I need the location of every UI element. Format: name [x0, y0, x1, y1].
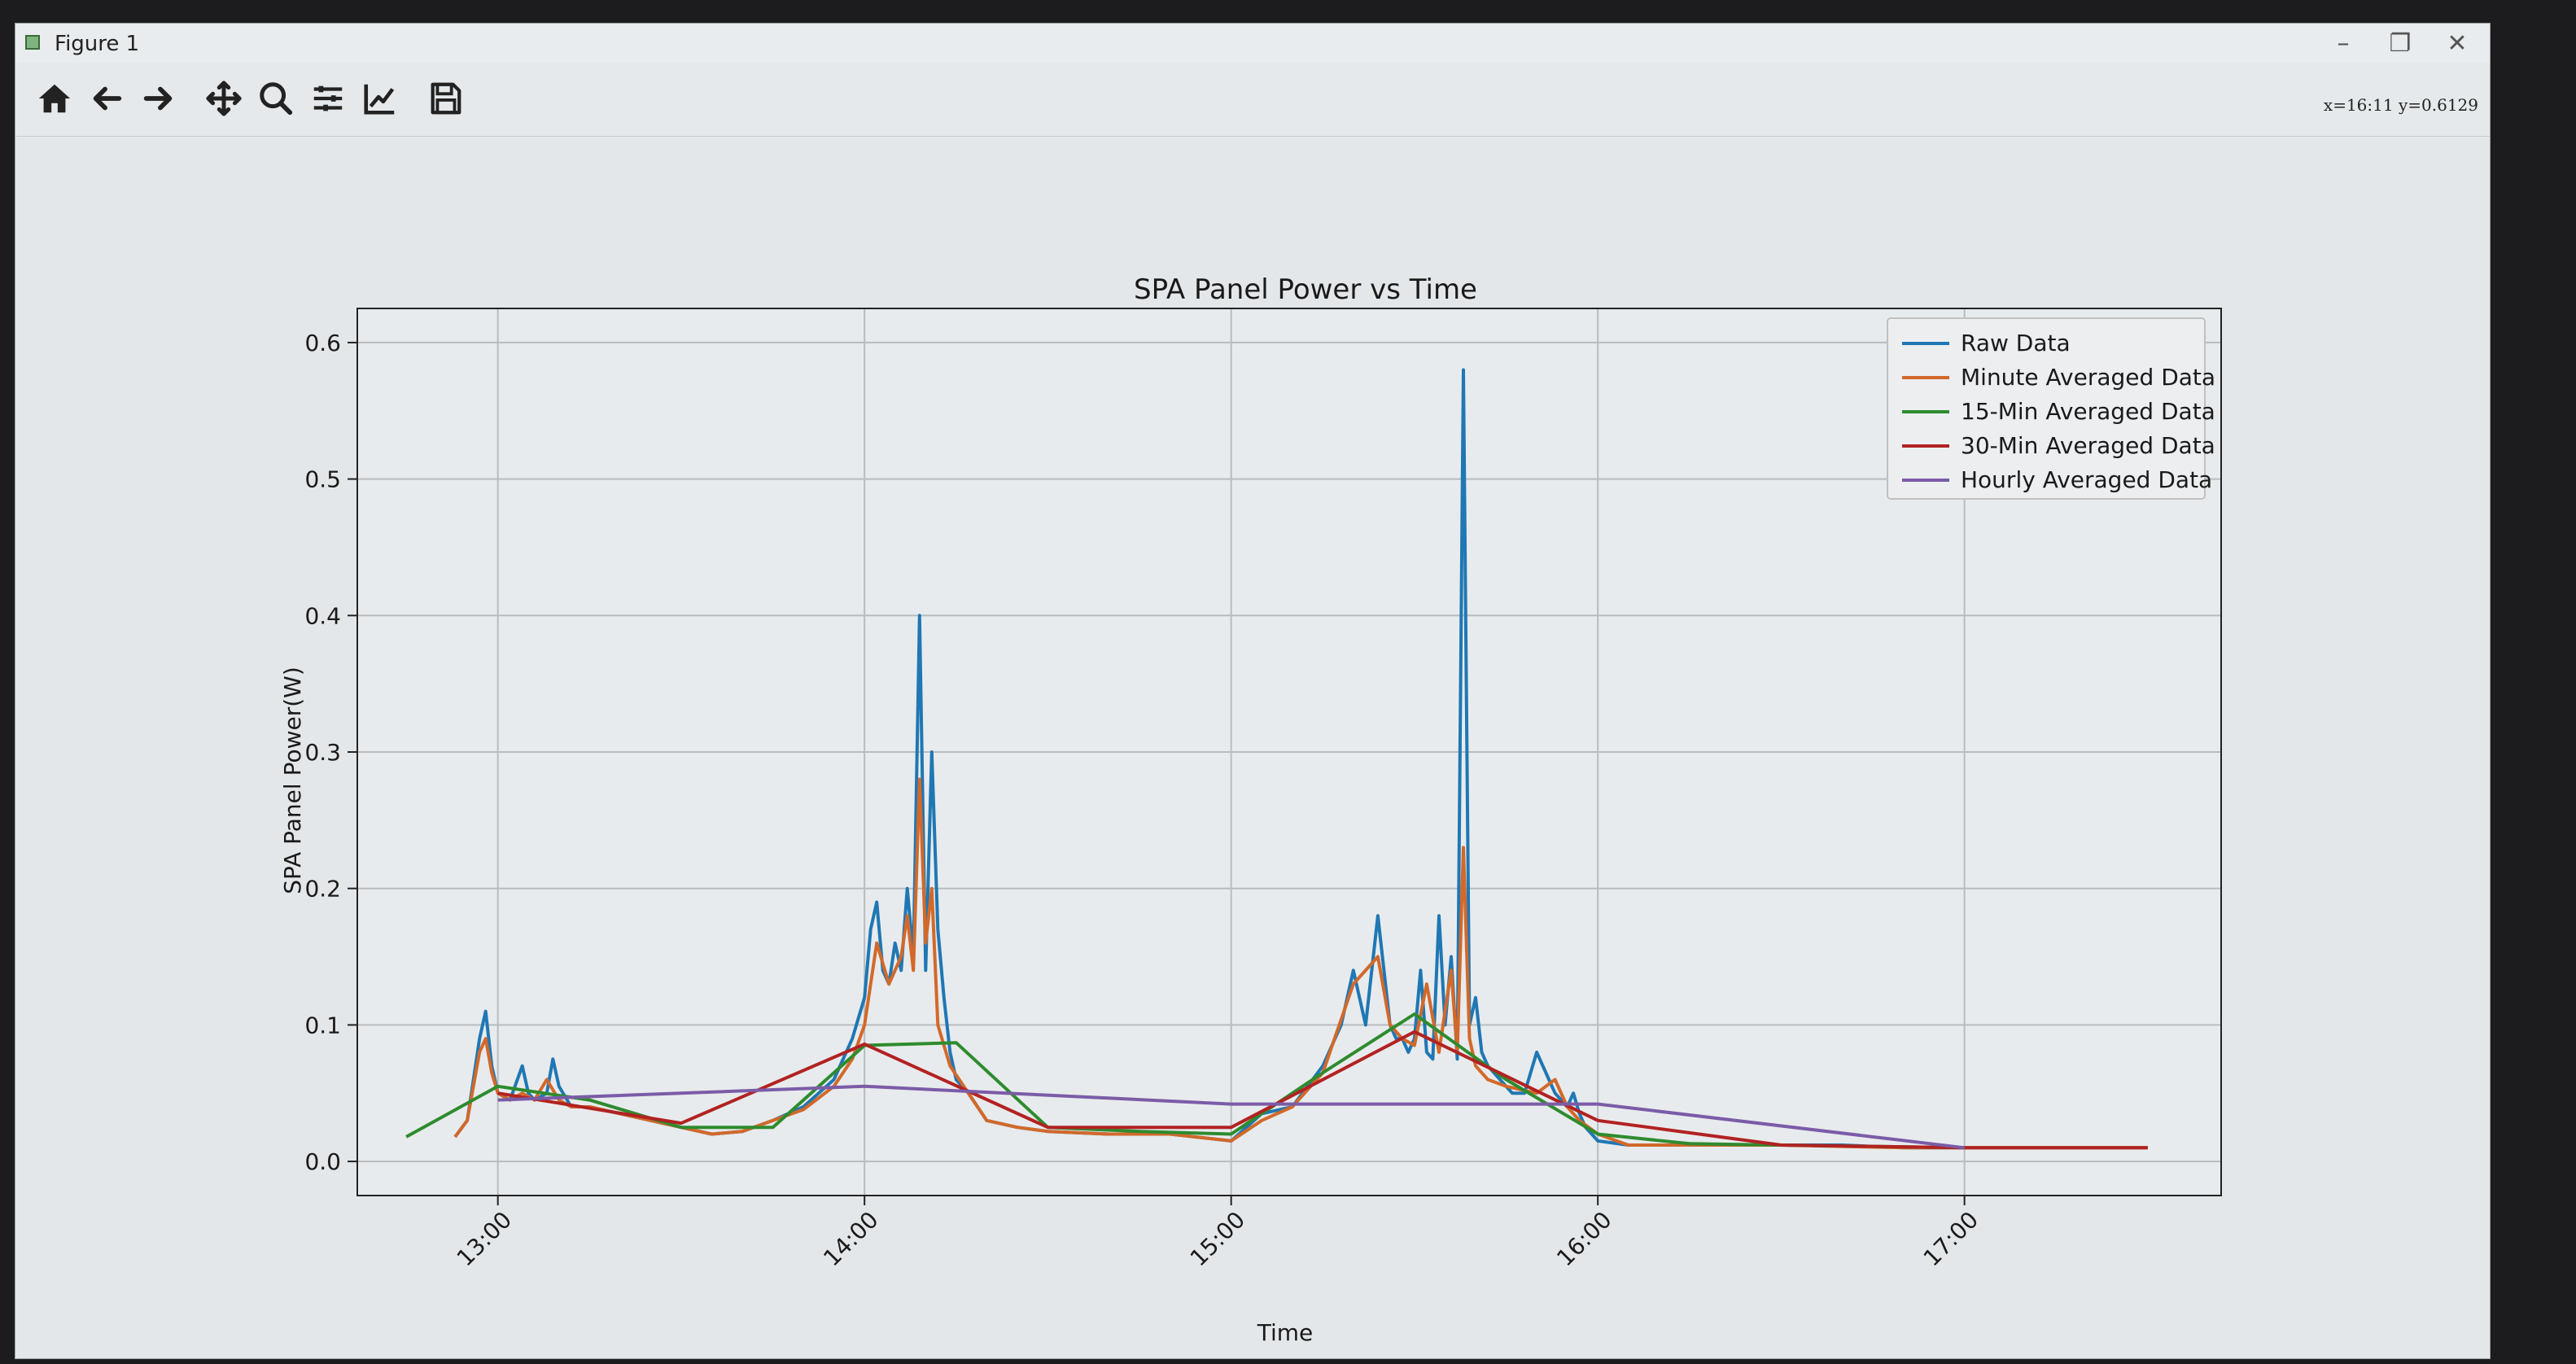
x-tick-label: 16:00 [1551, 1206, 1616, 1271]
x-tick-label: 15:00 [1185, 1206, 1250, 1271]
pan-icon [206, 81, 242, 116]
toolbar [15, 63, 2490, 137]
save-button[interactable] [422, 76, 468, 121]
close-button[interactable]: ✕ [2447, 28, 2468, 58]
y-tick-label: 0.2 [304, 876, 341, 903]
back-button[interactable] [84, 76, 129, 121]
restore-button[interactable]: ❐ [2389, 28, 2412, 58]
forward-button[interactable] [136, 76, 182, 121]
home-button[interactable] [32, 76, 77, 121]
x-axis-label: Time [1257, 1319, 1314, 1346]
edit-axis-icon [364, 84, 395, 115]
back-arrow-icon [93, 86, 122, 111]
y-tick-label: 0.3 [304, 739, 341, 766]
app-icon [25, 35, 40, 50]
y-axis-label: SPA Panel Power(W) [279, 667, 306, 894]
pan-button[interactable] [201, 76, 247, 121]
configure-subplots-button[interactable] [305, 76, 351, 121]
y-tick-label: 0.1 [304, 1012, 341, 1038]
legend-label-fifteen: 15-Min Averaged Data [1961, 398, 2215, 425]
figure-canvas: 13:00 14:00 15:00 16:00 17:00 0.0 0.1 0.2 0.3 0.4… [15, 138, 2490, 1358]
x-tick-label: 17:00 [1918, 1206, 1983, 1271]
window-title: Figure 1 [55, 32, 140, 56]
figure-window: Figure 1 – ❐ ✕ x=16:11 y=0.6129 [15, 23, 2491, 1359]
minimize-button[interactable]: – [2337, 28, 2350, 58]
zoom-button[interactable] [253, 76, 299, 121]
forward-arrow-icon [143, 86, 173, 111]
y-tick-label: 0.5 [304, 466, 341, 493]
legend-label-thirty: 30-Min Averaged Data [1961, 432, 2215, 459]
x-tick-label: 13:00 [452, 1206, 517, 1271]
legend-label-raw: Raw Data [1961, 330, 2071, 356]
series-line-hourly [497, 1084, 1965, 1150]
configure-subplots-icon [313, 85, 343, 111]
title-bar: Figure 1 – ❐ ✕ [15, 24, 2490, 63]
y-tick-label: 0.0 [304, 1148, 341, 1175]
y-tick-label: 0.6 [304, 330, 341, 356]
x-tick-label: 14:00 [818, 1206, 883, 1271]
series-line-fifteen [405, 1012, 1965, 1150]
legend-label-hourly: Hourly Averaged Data [1961, 466, 2212, 493]
legend-box [1887, 317, 2206, 500]
cursor-coordinates: x=16:11 y=0.6129 [2323, 95, 2478, 115]
home-icon [38, 84, 71, 113]
chart[interactable]: 13:00 14:00 15:00 16:00 17:00 0.0 0.1 0.2 0.3 0.4… [15, 138, 2490, 1358]
edit-axis-button[interactable] [357, 76, 403, 121]
zoom-icon [260, 82, 293, 116]
series-line-thirty [497, 1030, 2148, 1150]
chart-title: SPA Panel Power vs Time [1134, 273, 1477, 306]
y-tick-label: 0.4 [304, 602, 341, 629]
legend: Raw Data Minute Averaged Data 15-Min Avera… [1887, 317, 2215, 500]
legend-label-minute: Minute Averaged Data [1961, 364, 2215, 391]
save-icon [431, 82, 461, 115]
